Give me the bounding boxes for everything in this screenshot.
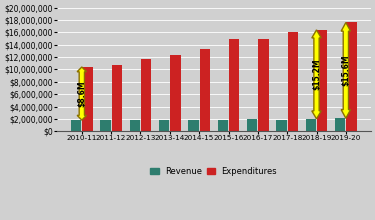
Legend: Revenue, Expenditures: Revenue, Expenditures [147, 163, 280, 179]
Bar [141, 59, 151, 131]
Bar [112, 64, 122, 131]
Bar [100, 120, 111, 131]
Polygon shape [341, 22, 351, 118]
Bar [189, 120, 199, 131]
Bar [306, 119, 316, 131]
Text: $8.6M: $8.6M [77, 80, 86, 107]
Text: $15.2M: $15.2M [312, 59, 321, 90]
Bar [288, 32, 298, 131]
Bar [346, 22, 357, 131]
Bar [276, 119, 287, 131]
Bar [71, 120, 81, 131]
Bar [247, 119, 257, 131]
Bar [159, 120, 170, 131]
Polygon shape [312, 30, 321, 119]
Bar [317, 30, 327, 131]
Bar [229, 39, 239, 131]
Bar [218, 119, 228, 131]
Bar [170, 55, 180, 131]
Bar [258, 38, 268, 131]
Bar [335, 118, 345, 131]
Text: $15.6M: $15.6M [341, 55, 350, 86]
Bar [82, 67, 93, 131]
Polygon shape [77, 67, 87, 120]
Bar [200, 49, 210, 131]
Bar [130, 120, 140, 131]
